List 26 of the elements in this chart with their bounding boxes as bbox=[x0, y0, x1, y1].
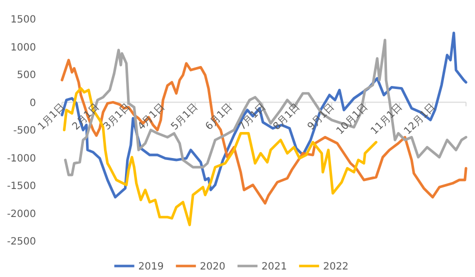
line-series bbox=[64, 38, 468, 176]
x-tick-label: 11月1日 bbox=[369, 102, 405, 138]
y-tick-label: 0 bbox=[30, 98, 36, 109]
legend-label: 2021 bbox=[262, 262, 287, 272]
x-tick-label: 1月1日 bbox=[36, 102, 68, 133]
x-tick-label: 12月1日 bbox=[402, 102, 438, 138]
y-tick-label: 1000 bbox=[10, 42, 36, 54]
y-tick-label: -1500 bbox=[6, 181, 36, 192]
y-tick-label: -2500 bbox=[6, 236, 36, 248]
y-tick-label: 1500 bbox=[10, 14, 36, 26]
y-tick-label: -2000 bbox=[6, 208, 36, 220]
y-tick-label: -500 bbox=[13, 126, 36, 136]
x-tick-label: 3月1日 bbox=[102, 102, 133, 133]
x-tick-label: 5月1日 bbox=[169, 102, 200, 133]
x-tick-label: 10月1日 bbox=[334, 102, 370, 138]
legend-label: 2020 bbox=[200, 262, 226, 272]
y-tick-label: 500 bbox=[16, 70, 36, 81]
y-tick-label: -1000 bbox=[6, 153, 36, 164]
x-tick-label: 2月1日 bbox=[70, 102, 102, 133]
x-tick-label: 9月1日 bbox=[306, 102, 337, 133]
x-tick-label: 8月1日 bbox=[271, 102, 302, 133]
x-tick-label: 7月1日 bbox=[237, 102, 268, 133]
legend-label: 2022 bbox=[323, 262, 349, 272]
x-tick-label: 4月1日 bbox=[136, 102, 168, 133]
x-tick-label: 6月1日 bbox=[204, 102, 235, 133]
legend-label: 2019 bbox=[138, 262, 164, 272]
